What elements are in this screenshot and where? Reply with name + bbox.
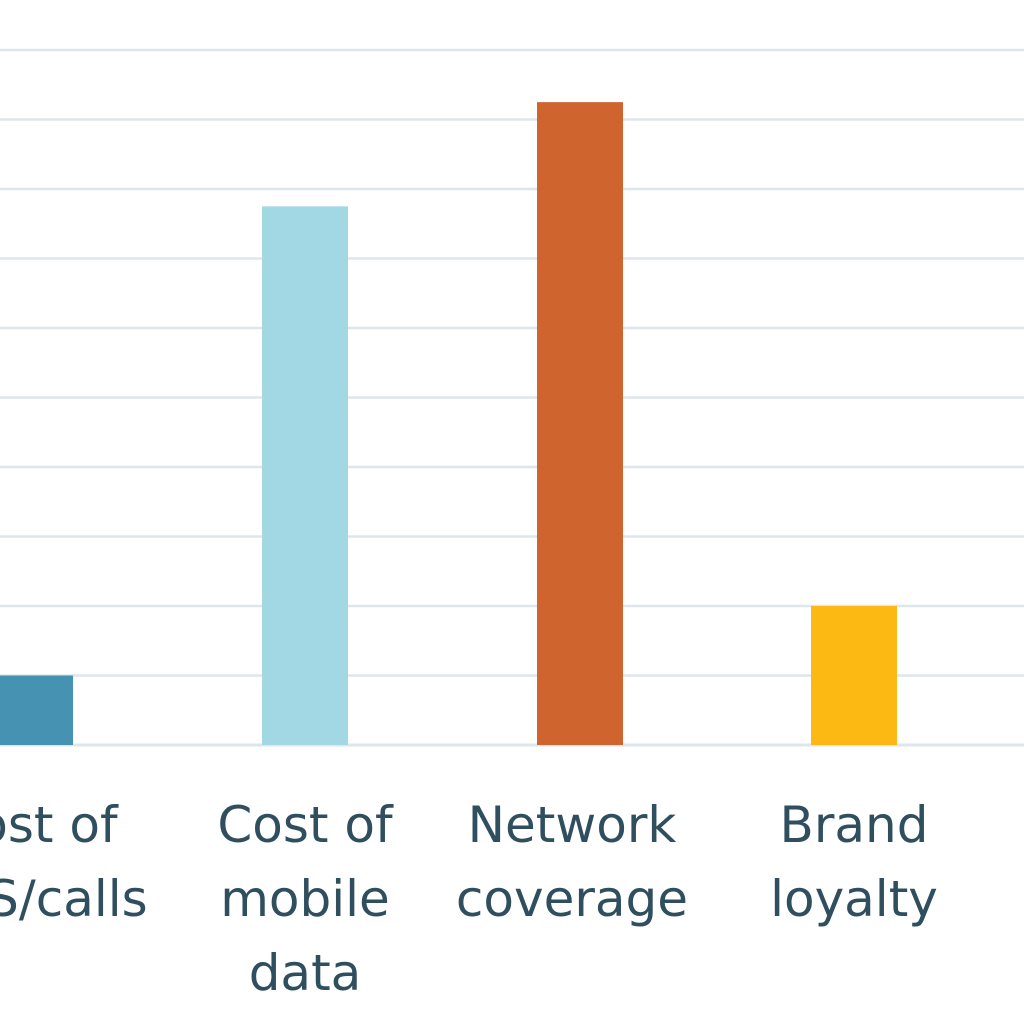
category-label-line: data	[249, 944, 362, 1002]
category-label-line: Cost of	[217, 796, 394, 854]
category-label-line: Brand	[780, 796, 929, 854]
category-label-line: Network	[468, 796, 677, 854]
bar-cost-of-sms-calls	[0, 675, 73, 745]
category-labels: Cost of SMS/calls Cost of mobile data Network…	[0, 796, 938, 1002]
category-label-line: Cost of	[0, 796, 119, 854]
category-label: Cost of SMS/calls	[0, 796, 148, 928]
category-label-line: SMS/calls	[0, 870, 148, 928]
bars	[0, 102, 897, 745]
category-label: Cost of mobile data	[217, 796, 394, 1002]
category-label: Network coverage	[456, 796, 688, 928]
bar-cost-of-mobile-data	[262, 206, 348, 745]
category-label-line: loyalty	[770, 870, 938, 928]
category-label: Brand loyalty	[770, 796, 938, 928]
bar-brand-loyalty	[811, 606, 897, 745]
category-label-line: coverage	[456, 870, 688, 928]
bar-network-coverage	[537, 102, 623, 745]
gridlines	[0, 48, 1024, 747]
category-label-line: mobile	[220, 870, 390, 928]
